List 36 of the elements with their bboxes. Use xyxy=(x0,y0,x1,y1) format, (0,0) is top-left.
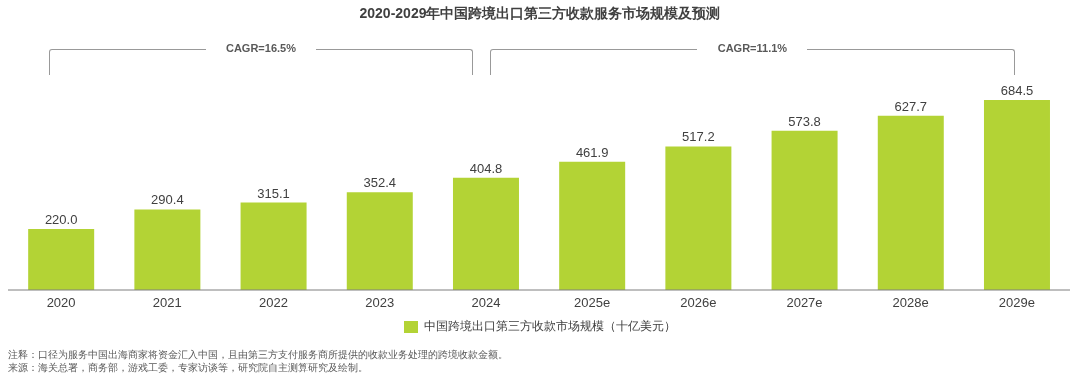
text: CAGR=11.1% xyxy=(697,42,808,54)
bar xyxy=(559,161,626,290)
data-label: 461.9 xyxy=(575,144,609,160)
bar xyxy=(346,192,413,290)
x-tick-label: 2020 xyxy=(46,295,76,311)
chart-title: 2020-2029年中国跨境出口第三方收款服务市场规模及预测 xyxy=(358,5,722,23)
x-tick-label: 2025e xyxy=(574,295,611,311)
text: 注释：口径为服务中国出海商家将资金汇入中国，且由第三方支付服务商所提供的收款业务处理的跨境收款金额。 xyxy=(8,348,508,361)
x-tick-label: 2029e xyxy=(998,295,1035,311)
data-label: 684.5 xyxy=(1000,83,1034,98)
bar xyxy=(877,115,944,290)
bar xyxy=(240,202,307,290)
data-label: 404.8 xyxy=(469,160,503,176)
data-label: 517.2 xyxy=(682,129,715,145)
source-note: 来源：海关总署，商务部，游戏工委，专家访谈等，研究院自主测算研究及绘制。 xyxy=(8,361,369,374)
legend-label: 中国跨境出口第三方收款市场规模（十亿美元） xyxy=(423,318,676,335)
bar xyxy=(983,100,1050,290)
bar xyxy=(28,228,95,290)
x-tick-label: 2027e xyxy=(786,295,823,311)
x-tick-label: 2023 xyxy=(365,295,395,311)
data-label: 315.1 xyxy=(257,185,290,201)
text: CAGR=16.5% xyxy=(206,42,316,54)
data-label: 220.0 xyxy=(44,211,78,227)
bar xyxy=(771,130,838,290)
bar xyxy=(665,146,732,290)
data-label: 573.8 xyxy=(788,113,821,129)
data-label: 352.4 xyxy=(363,175,397,191)
data-label: 290.4 xyxy=(151,192,184,208)
x-tick-label: 2021 xyxy=(152,295,182,311)
x-tick-label: 2026e xyxy=(680,295,717,311)
bar xyxy=(452,177,519,290)
x-tick-label: 2024 xyxy=(471,295,501,311)
bar xyxy=(134,209,201,290)
data-label: 627.7 xyxy=(894,98,928,114)
x-tick-label: 2028e xyxy=(892,295,929,311)
x-tick-label: 2022 xyxy=(259,295,288,311)
